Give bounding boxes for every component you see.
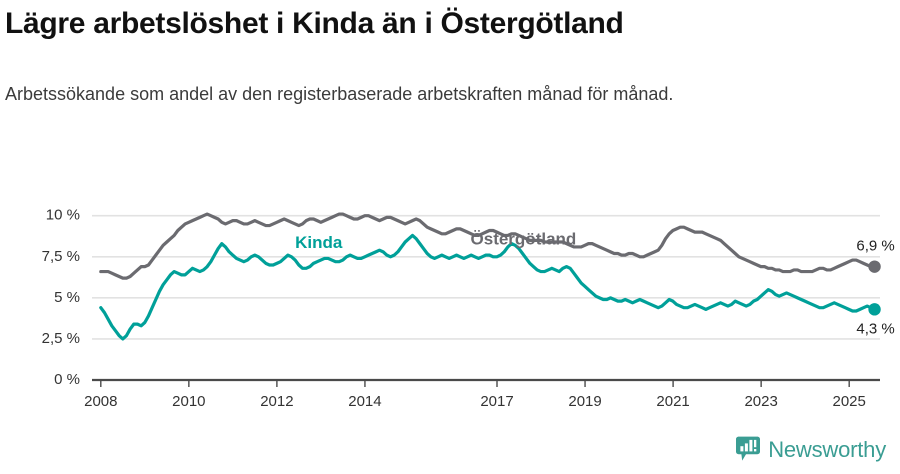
y-tick-label: 2,5 % [42,330,80,347]
series-label-kinda: Kinda [295,233,343,252]
page-subtitle: Arbetssökande som andel av den registerb… [5,84,674,104]
gridlines [92,214,880,340]
x-tick-label: 2014 [348,393,381,410]
x-tick-label: 2023 [744,393,777,410]
x-tick-label: 2021 [656,393,689,410]
newsworthy-logo-text: Newsworthy [768,437,886,462]
x-tick-label: 2017 [480,393,513,410]
x-tick-label: 2025 [832,393,865,410]
x-tick-label: 2019 [568,393,601,410]
end-value-label: 6,9 % [856,238,894,255]
series-inline-labels: Östergötland Kinda [295,229,576,251]
x-tick-label: 2012 [260,393,293,410]
page-title: Lägre arbetslöshet i Kinda än i Östergöt… [5,7,624,40]
series-endpoint-marker [868,260,881,273]
series-line [99,212,877,280]
series-label-östergötland: Östergötland [471,229,577,248]
end-value-label: 4,3 % [856,320,894,337]
y-axis-tick-labels: 0 % 2,5 % 5 % 7,5 % 10 % [42,207,80,388]
series-line [99,233,877,341]
y-tick-label: 0 % [54,371,80,388]
series-endpoint-marker [868,303,881,316]
x-axis-ticks [100,380,850,387]
x-axis-tick-labels: 2008 2010 2012 2014 2017 2019 2021 2023 2025 [84,393,866,410]
x-tick-label: 2010 [172,393,205,410]
series-endpoint-markers [868,260,881,316]
newsworthy-bar-chart-bubble-icon [736,436,761,461]
series-lines [99,212,877,341]
y-tick-label: 5 % [54,289,80,306]
newsworthy-logo: Newsworthy [735,436,886,464]
x-tick-label: 2008 [84,393,117,410]
y-tick-label: 10 % [46,207,80,224]
series-end-value-annotations: 6,9 % 4,3 % [856,238,894,338]
y-tick-label: 7,5 % [42,248,80,265]
